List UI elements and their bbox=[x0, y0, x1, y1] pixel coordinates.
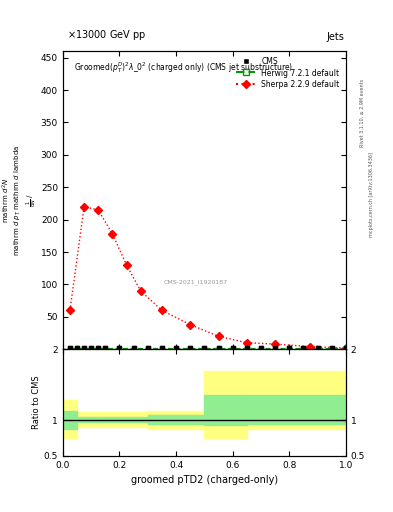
Text: $\times$13000 GeV pp: $\times$13000 GeV pp bbox=[67, 28, 146, 42]
Legend: CMS, Herwig 7.2.1 default, Sherpa 2.2.9 default: CMS, Herwig 7.2.1 default, Sherpa 2.2.9 … bbox=[234, 55, 342, 91]
Text: mcplots.cern.ch [arXiv:1306.3436]: mcplots.cern.ch [arXiv:1306.3436] bbox=[369, 152, 375, 237]
X-axis label: groomed pTD2 (charged-only): groomed pTD2 (charged-only) bbox=[131, 475, 278, 485]
Text: Groomed$(p_T^D)^2\lambda\_0^2$ (charged only) (CMS jet substructure): Groomed$(p_T^D)^2\lambda\_0^2$ (charged … bbox=[74, 60, 294, 75]
Y-axis label: mathrm $d^2N$
mathrm $d$ $p_T$ mathrm $d$ lambda
$\frac{1}{\mathrm{d}N}$ /: mathrm $d^2N$ mathrm $d$ $p_T$ mathrm $d… bbox=[0, 144, 39, 256]
Text: CMS-2021_I1920187: CMS-2021_I1920187 bbox=[164, 280, 228, 285]
Text: Jets: Jets bbox=[326, 32, 344, 42]
Y-axis label: Ratio to CMS: Ratio to CMS bbox=[32, 376, 41, 429]
Text: Rivet 3.1.10, ≥ 2.9M events: Rivet 3.1.10, ≥ 2.9M events bbox=[360, 78, 365, 147]
